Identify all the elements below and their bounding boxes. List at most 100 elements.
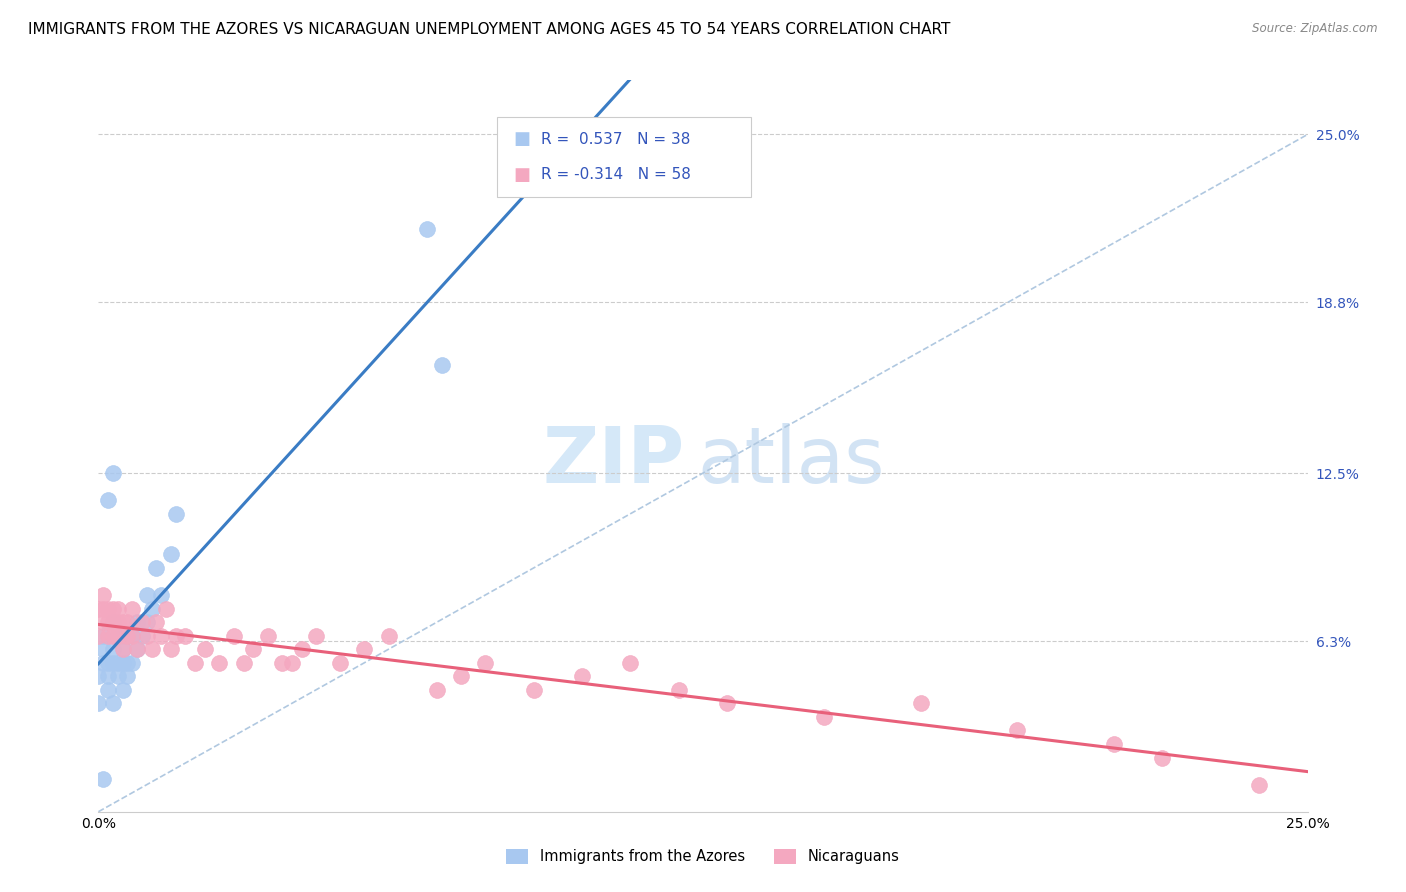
Text: R =  0.537   N = 38: R = 0.537 N = 38 xyxy=(541,132,690,147)
Point xyxy=(101,629,124,643)
Text: Source: ZipAtlas.com: Source: ZipAtlas.com xyxy=(1253,22,1378,36)
Point xyxy=(135,629,157,643)
Point xyxy=(91,642,114,657)
Legend: Immigrants from the Azores, Nicaraguans: Immigrants from the Azores, Nicaraguans xyxy=(501,843,905,871)
Point xyxy=(101,615,124,629)
Point xyxy=(107,629,129,643)
Point xyxy=(184,656,207,670)
Point xyxy=(1007,723,1029,738)
Point xyxy=(97,682,120,697)
Point xyxy=(127,642,149,657)
FancyBboxPatch shape xyxy=(498,117,751,197)
Point xyxy=(242,642,264,657)
Point xyxy=(91,772,114,787)
Point xyxy=(1249,778,1271,792)
Point xyxy=(117,629,139,643)
Point xyxy=(117,669,139,683)
Text: ZIP: ZIP xyxy=(543,423,685,499)
Point xyxy=(150,588,173,602)
Point xyxy=(107,601,129,615)
Text: R = -0.314   N = 58: R = -0.314 N = 58 xyxy=(541,168,690,182)
Point xyxy=(165,507,187,521)
Point xyxy=(668,682,690,697)
Point xyxy=(107,629,129,643)
Point xyxy=(87,629,110,643)
Text: atlas: atlas xyxy=(697,423,884,499)
Point xyxy=(165,629,187,643)
Point xyxy=(87,697,110,711)
Text: ■: ■ xyxy=(513,130,530,148)
Text: IMMIGRANTS FROM THE AZORES VS NICARAGUAN UNEMPLOYMENT AMONG AGES 45 TO 54 YEARS : IMMIGRANTS FROM THE AZORES VS NICARAGUAN… xyxy=(28,22,950,37)
Point xyxy=(131,629,153,643)
Point xyxy=(121,656,143,670)
Point xyxy=(194,642,217,657)
Point xyxy=(97,493,120,508)
Point xyxy=(97,601,120,615)
Point xyxy=(127,642,149,657)
Point xyxy=(329,656,352,670)
Point xyxy=(91,601,114,615)
Point xyxy=(107,669,129,683)
Point xyxy=(107,615,129,629)
Point xyxy=(111,615,134,629)
Point xyxy=(910,697,932,711)
Point xyxy=(145,615,167,629)
Point xyxy=(222,629,245,643)
Point xyxy=(135,615,157,629)
Point xyxy=(117,615,139,629)
Point xyxy=(111,682,134,697)
Point xyxy=(101,697,124,711)
Point xyxy=(101,615,124,629)
Point xyxy=(281,656,304,670)
Point xyxy=(813,710,835,724)
Point xyxy=(430,358,453,372)
Point xyxy=(131,615,153,629)
Point xyxy=(571,669,593,683)
Point xyxy=(232,656,254,670)
Point xyxy=(474,656,496,670)
Point xyxy=(91,629,114,643)
Point xyxy=(1102,737,1125,751)
Point xyxy=(160,642,183,657)
Point xyxy=(523,682,546,697)
Point xyxy=(1152,750,1174,764)
Point xyxy=(101,601,124,615)
Point xyxy=(111,642,134,657)
Point xyxy=(97,656,120,670)
Point xyxy=(174,629,197,643)
Point xyxy=(416,222,439,236)
Point xyxy=(97,669,120,683)
Point xyxy=(121,629,143,643)
Point xyxy=(290,642,312,657)
Point xyxy=(111,629,134,643)
Point xyxy=(97,615,120,629)
Point xyxy=(121,601,143,615)
Point xyxy=(117,629,139,643)
Point xyxy=(155,601,177,615)
Point xyxy=(121,629,143,643)
Point xyxy=(305,629,328,643)
Point xyxy=(91,588,114,602)
Point xyxy=(145,561,167,575)
Point xyxy=(101,642,124,657)
Point xyxy=(101,466,124,480)
Point xyxy=(716,697,738,711)
Point xyxy=(141,642,163,657)
Point xyxy=(107,656,129,670)
Point xyxy=(111,656,134,670)
Point xyxy=(160,547,183,561)
Point xyxy=(619,656,641,670)
Point xyxy=(87,601,110,615)
Point xyxy=(135,588,157,602)
Point xyxy=(450,669,472,683)
Point xyxy=(111,642,134,657)
Point xyxy=(141,601,163,615)
Point xyxy=(150,629,173,643)
Point xyxy=(127,615,149,629)
Point xyxy=(91,615,114,629)
Point xyxy=(208,656,231,670)
Point xyxy=(117,656,139,670)
Point xyxy=(101,656,124,670)
Point xyxy=(87,669,110,683)
Text: ■: ■ xyxy=(513,166,530,184)
